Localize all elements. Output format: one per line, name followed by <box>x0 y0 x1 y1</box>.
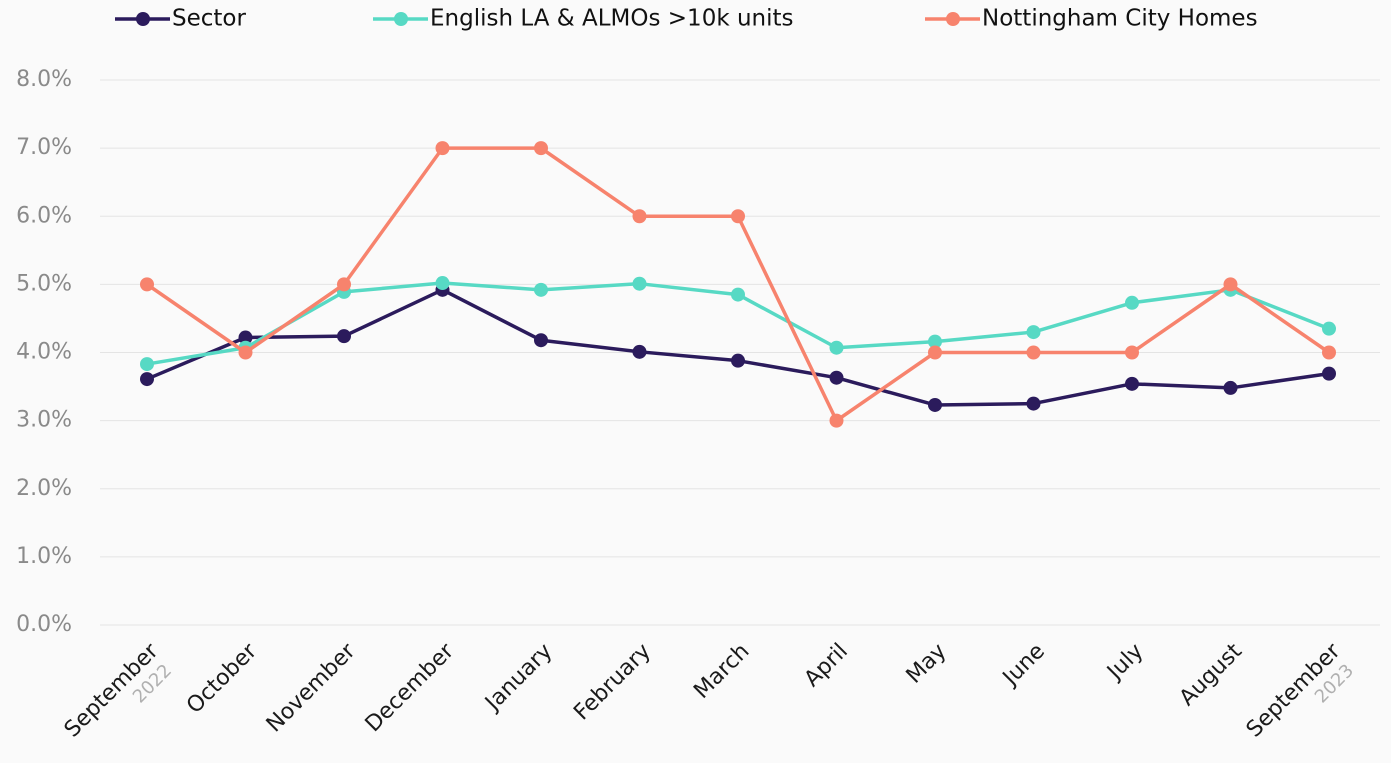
y-tick-label: 5.0% <box>16 271 72 296</box>
y-tick-label: 4.0% <box>16 340 72 365</box>
y-tick-label: 2.0% <box>16 476 72 501</box>
y-tick-label: 1.0% <box>16 544 72 569</box>
data-point <box>829 370 844 385</box>
data-point <box>435 276 450 291</box>
data-point <box>1026 345 1041 360</box>
data-point <box>731 209 745 224</box>
data-point <box>1026 325 1041 340</box>
data-point <box>1322 366 1336 381</box>
x-tick-label: December <box>361 638 460 737</box>
legend-marker <box>394 12 408 26</box>
data-point <box>238 330 253 345</box>
legend-label: Nottingham City Homes <box>982 6 1258 32</box>
data-point <box>1322 321 1336 336</box>
x-tick-label: March <box>689 639 754 704</box>
data-point <box>1223 380 1238 395</box>
x-tick-label: February <box>569 639 656 726</box>
x-tick-label: May <box>902 639 952 689</box>
data-point <box>238 345 253 360</box>
y-tick-label: 6.0% <box>16 203 72 228</box>
data-point <box>435 141 450 156</box>
y-tick-label: 3.0% <box>16 408 72 433</box>
data-point <box>928 334 942 349</box>
data-point <box>829 413 844 428</box>
legend-label: Sector <box>172 6 246 32</box>
data-point <box>632 276 647 291</box>
data-point <box>829 340 844 355</box>
data-point <box>140 372 154 387</box>
y-tick-label: 8.0% <box>16 67 72 92</box>
x-tick-label: April <box>800 639 853 692</box>
data-point <box>1125 345 1139 360</box>
x-tick-label: October <box>182 638 263 719</box>
data-point <box>731 287 745 302</box>
legend-marker <box>946 12 960 26</box>
data-point <box>1125 295 1139 310</box>
x-tick-label: July <box>1101 639 1148 686</box>
data-point <box>140 277 154 292</box>
data-point <box>632 344 647 359</box>
data-point <box>1223 277 1238 292</box>
data-point <box>928 397 942 412</box>
data-point <box>1125 376 1139 391</box>
data-point <box>534 333 548 348</box>
data-point <box>632 209 647 224</box>
legend-label: English LA & ALMOs >10k units <box>430 6 794 32</box>
data-point <box>928 345 942 360</box>
data-point <box>534 282 548 297</box>
data-point <box>140 357 154 372</box>
data-point <box>1322 345 1336 360</box>
x-tick-label: January <box>479 639 557 717</box>
x-tick-label: August <box>1175 639 1247 711</box>
x-tick-label: November <box>262 638 361 737</box>
legend-marker <box>136 12 150 26</box>
y-tick-label: 0.0% <box>16 612 72 637</box>
data-point <box>534 141 548 156</box>
data-point <box>337 277 351 292</box>
data-point <box>1026 396 1041 411</box>
x-tick-label: June <box>997 639 1050 692</box>
series-line <box>146 288 1330 407</box>
data-point <box>337 329 351 344</box>
y-tick-label: 7.0% <box>16 135 72 160</box>
data-point <box>731 353 745 368</box>
